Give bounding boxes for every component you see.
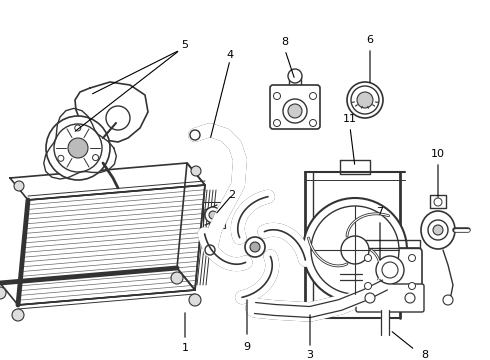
Circle shape [93,154,98,161]
Circle shape [409,283,416,289]
FancyBboxPatch shape [270,85,320,129]
Circle shape [68,138,88,158]
Circle shape [283,99,307,123]
Text: 3: 3 [307,350,314,360]
Circle shape [433,225,443,235]
Circle shape [209,211,217,219]
Circle shape [106,106,130,130]
Circle shape [245,237,265,257]
Circle shape [273,93,280,99]
Circle shape [341,236,369,264]
Circle shape [443,295,453,305]
Circle shape [190,130,200,140]
Circle shape [288,69,302,83]
Circle shape [376,256,404,284]
Text: 1: 1 [181,343,189,353]
Circle shape [351,86,379,114]
Circle shape [58,155,64,161]
Circle shape [12,309,24,321]
Circle shape [46,116,110,180]
Circle shape [273,120,280,126]
Circle shape [171,272,183,284]
Text: 10: 10 [431,149,445,159]
Circle shape [347,82,383,118]
Text: 9: 9 [244,342,250,352]
Circle shape [365,293,375,303]
Circle shape [434,198,442,206]
Text: 2: 2 [228,190,236,200]
Circle shape [0,287,6,299]
Circle shape [428,220,448,240]
Text: 6: 6 [367,35,373,45]
FancyBboxPatch shape [356,284,424,312]
Text: 7: 7 [376,207,384,217]
Circle shape [311,206,399,294]
Circle shape [365,255,371,261]
Circle shape [310,93,317,99]
Circle shape [365,283,371,289]
Ellipse shape [421,211,455,249]
Circle shape [205,245,215,255]
Text: 5: 5 [181,40,189,50]
Text: 8: 8 [421,350,429,360]
Text: 4: 4 [226,50,234,60]
Circle shape [382,262,398,278]
Circle shape [409,255,416,261]
FancyBboxPatch shape [358,248,422,296]
Circle shape [405,293,415,303]
Circle shape [191,166,201,176]
Circle shape [357,92,373,108]
Circle shape [189,294,201,306]
Circle shape [288,104,302,118]
Text: 8: 8 [281,37,289,47]
Circle shape [310,120,317,126]
Circle shape [250,242,260,252]
Circle shape [205,207,221,223]
Circle shape [303,198,407,302]
Text: 11: 11 [343,114,357,124]
Circle shape [75,125,81,131]
Circle shape [14,181,24,191]
